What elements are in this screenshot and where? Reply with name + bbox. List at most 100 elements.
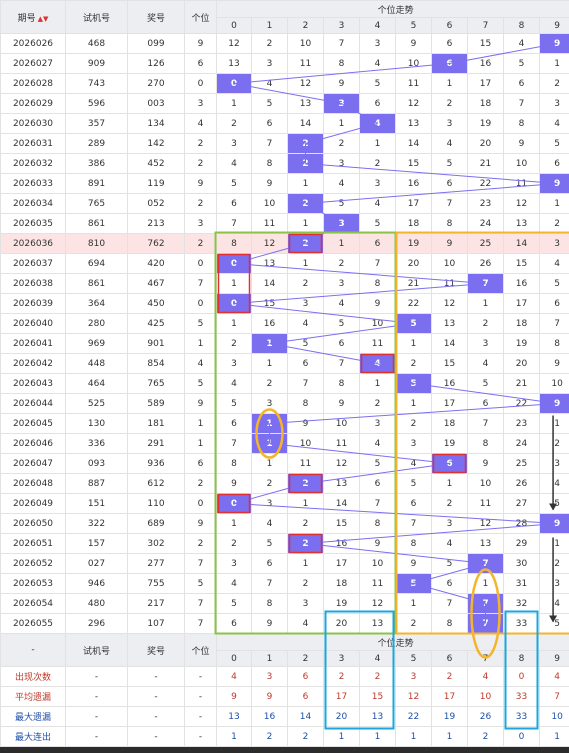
- period-cell: 2026031: [0, 133, 66, 154]
- footer-digit-8: 8: [503, 650, 540, 667]
- miss-cell: 7: [359, 493, 396, 514]
- table-row: 2026039 364 450 0 0 15 3 4 9 22 12 1 17 6: [0, 293, 569, 314]
- miss-cell: 23: [503, 413, 540, 434]
- period-cell: 2026027: [0, 53, 66, 74]
- miss-cell: 18: [323, 573, 360, 594]
- period-cell: 2026044: [0, 393, 66, 414]
- unit-cell: 9: [184, 33, 217, 54]
- miss-cell: 4: [431, 133, 468, 154]
- sort-icon[interactable]: ▲▼: [37, 14, 49, 23]
- miss-cell: 27: [503, 493, 540, 514]
- prize-cell: 107: [127, 613, 185, 634]
- trial-cell: 448: [65, 353, 128, 374]
- miss-cell: 5: [467, 373, 504, 394]
- miss-cell: 7: [431, 193, 468, 214]
- footer-digit-6: 6: [431, 650, 468, 667]
- miss-cell: 2: [287, 513, 324, 534]
- trial-cell: 464: [65, 373, 128, 394]
- trial-cell: 093: [65, 453, 128, 474]
- header-digit-3: 3: [323, 17, 360, 34]
- miss-cell: 16: [431, 373, 468, 394]
- stat-value: 2: [287, 726, 324, 747]
- stat-value: 20: [323, 706, 360, 727]
- miss-cell: 3: [359, 173, 396, 194]
- miss-cell: 3: [359, 413, 396, 434]
- miss-cell: 8: [323, 53, 360, 74]
- miss-cell: 5: [431, 553, 468, 574]
- table-row: 2026050 322 689 9 1 4 2 15 8 7 3 12 28 9: [0, 513, 569, 534]
- table-row: 2026034 765 052 2 6 10 2 5 4 17 7 23 12 1: [0, 193, 569, 214]
- miss-cell: 10: [287, 433, 324, 454]
- miss-cell: 8: [538, 333, 569, 354]
- trial-cell: 157: [65, 533, 128, 554]
- header-digit-2: 2: [287, 17, 324, 34]
- miss-cell: 2: [287, 573, 324, 594]
- trial-cell: 909: [65, 53, 128, 74]
- period-header[interactable]: 期号 ▲▼: [0, 0, 66, 34]
- miss-cell: 1: [359, 373, 396, 394]
- miss-cell: 7: [395, 513, 432, 534]
- hit-cell: 2: [287, 153, 324, 174]
- stat-dash: -: [127, 686, 185, 707]
- miss-cell: 11: [287, 453, 324, 474]
- trial-cell: 289: [65, 133, 128, 154]
- prize-cell: 291: [127, 433, 185, 454]
- miss-cell: 21: [395, 273, 432, 294]
- miss-cell: 14: [251, 273, 288, 294]
- unit-cell: 2: [184, 153, 217, 174]
- miss-cell: 7: [216, 433, 252, 454]
- miss-cell: 14: [431, 333, 468, 354]
- miss-cell: 12: [323, 453, 360, 474]
- table-row: 2026037 694 420 0 0 13 1 2 7 20 10 26 15 4: [0, 253, 569, 274]
- stat-value: 6: [287, 686, 324, 707]
- miss-cell: 11: [467, 493, 504, 514]
- prize-cell: 612: [127, 473, 185, 494]
- miss-cell: 5: [251, 93, 288, 114]
- unit-cell: 6: [184, 453, 217, 474]
- period-cell: 2026049: [0, 493, 66, 514]
- stat-value: 10: [538, 706, 569, 727]
- miss-cell: 5: [359, 453, 396, 474]
- miss-cell: 9: [467, 453, 504, 474]
- miss-cell: 1: [251, 453, 288, 474]
- period-cell: 2026046: [0, 433, 66, 454]
- period-cell: 2026054: [0, 593, 66, 614]
- stat-value: 1: [359, 726, 396, 747]
- miss-cell: 9: [251, 613, 288, 634]
- table-row: 2026047 093 936 6 8 1 11 12 5 4 6 9 25 3: [0, 453, 569, 474]
- miss-cell: 7: [538, 313, 569, 334]
- stat-value: 1: [395, 726, 432, 747]
- period-cell: 2026053: [0, 573, 66, 594]
- miss-cell: 2: [538, 433, 569, 454]
- table-row: 2026055 296 107 7 6 9 4 20 13 2 8 7 33 5: [0, 613, 569, 634]
- miss-cell: 20: [467, 133, 504, 154]
- hit-cell: 1: [251, 413, 288, 434]
- miss-cell: 12: [359, 593, 396, 614]
- stat-row: 平均遗漏 - - -9 9 6 17 15 12 17 10 33 7: [0, 686, 569, 707]
- miss-cell: 3: [216, 353, 252, 374]
- stat-value: 6: [287, 666, 324, 687]
- hit-cell: 0: [216, 253, 252, 274]
- period-cell: 2026050: [0, 513, 66, 534]
- table-row: 2026040 280 425 5 1 16 4 5 10 5 13 2 18 7: [0, 313, 569, 334]
- miss-cell: 20: [503, 353, 540, 374]
- miss-cell: 1: [287, 173, 324, 194]
- footer-digit-3: 3: [323, 650, 360, 667]
- unit-cell: 0: [184, 253, 217, 274]
- miss-cell: 4: [538, 253, 569, 274]
- miss-cell: 10: [431, 253, 468, 274]
- stat-value: 10: [467, 686, 504, 707]
- table-row: 2026031 289 142 2 3 7 2 2 1 14 4 20 9 5: [0, 133, 569, 154]
- miss-cell: 19: [467, 113, 504, 134]
- prize-cell: 213: [127, 213, 185, 234]
- miss-cell: 6: [538, 153, 569, 174]
- miss-cell: 16: [467, 53, 504, 74]
- miss-cell: 1: [216, 313, 252, 334]
- miss-cell: 13: [216, 53, 252, 74]
- miss-cell: 3: [538, 93, 569, 114]
- stat-value: 1: [323, 726, 360, 747]
- hit-cell: 7: [467, 553, 504, 574]
- table-row: 2026046 336 291 1 7 1 10 11 4 3 19 8 24 2: [0, 433, 569, 454]
- miss-cell: 1: [467, 293, 504, 314]
- miss-cell: 1: [395, 593, 432, 614]
